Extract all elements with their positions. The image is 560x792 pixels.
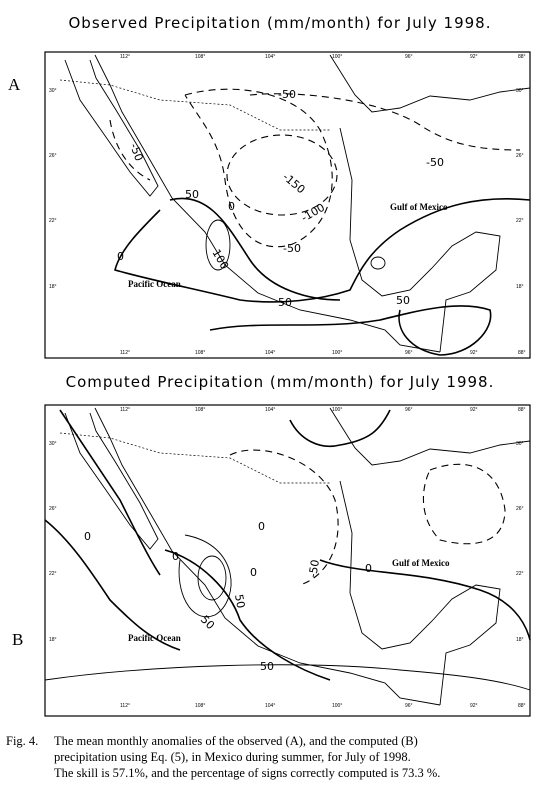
lat-label: 30° — [49, 88, 57, 94]
lat-label: 22° — [516, 218, 524, 224]
contour-label: 50 — [396, 294, 410, 307]
lon-label: 108° — [195, 407, 205, 413]
lon-label: 104° — [265, 54, 275, 60]
lat-label: 22° — [49, 571, 57, 577]
contour-label: -50 — [278, 88, 296, 101]
lat-label: 22° — [49, 218, 57, 224]
contour-label: 0 — [117, 250, 124, 263]
contour-label: 0 — [250, 566, 257, 579]
panel-label: B — [12, 630, 23, 649]
lon-label: 92° — [470, 350, 478, 356]
lon-label: 100° — [332, 350, 342, 356]
lat-label: 18° — [49, 637, 57, 643]
lon-label: 100° — [332, 407, 342, 413]
lon-label: 104° — [265, 703, 275, 709]
lon-label: 112° — [120, 350, 130, 356]
contour-label: 0 — [365, 562, 372, 575]
contour-label: -50 — [283, 242, 301, 255]
contour-label: 0 — [228, 200, 235, 213]
contour-label: 0 — [84, 530, 91, 543]
contour-label: -50 — [127, 142, 145, 163]
caption-line: The skill is 57.1%, and the percentage o… — [54, 766, 440, 780]
contour-label: 50 — [278, 296, 292, 309]
contour-label: -150 — [280, 170, 307, 196]
place-label: Pacific Ocean — [128, 633, 181, 643]
panel-title: Observed Precipitation (mm/month) for Ju… — [69, 14, 492, 32]
lon-label: 108° — [195, 703, 205, 709]
lon-label: 96° — [405, 407, 413, 413]
lon-label: 100° — [332, 54, 342, 60]
lat-label: 26° — [49, 153, 57, 159]
caption-line: precipitation using Eq. (5), in Mexico d… — [54, 750, 411, 764]
lon-label: 92° — [470, 407, 478, 413]
caption-line: The mean monthly anomalies of the observ… — [54, 734, 418, 748]
lon-label: 96° — [405, 54, 413, 60]
contour-label: 50 — [185, 188, 199, 201]
contour-label: 0 — [172, 550, 179, 563]
lat-label: 26° — [516, 506, 524, 512]
lat-label: 18° — [516, 637, 524, 643]
lon-label: 104° — [265, 407, 275, 413]
lat-label: 30° — [49, 441, 57, 447]
lat-label: 22° — [516, 571, 524, 577]
contour-label: -50 — [426, 156, 444, 169]
lat-label: 26° — [49, 506, 57, 512]
caption-label: Fig. 4. — [6, 734, 38, 748]
lon-label: 88° — [518, 703, 526, 709]
contour-label: 0 — [258, 520, 265, 533]
place-label: Gulf of Mexico — [390, 202, 448, 212]
lat-label: 30° — [516, 88, 524, 94]
lon-label: 96° — [405, 703, 413, 709]
map-a — [44, 51, 531, 359]
panel-label: A — [8, 75, 21, 94]
panel-title: Computed Precipitation (mm/month) for Ju… — [66, 373, 495, 391]
contour-label: 50 — [260, 660, 274, 673]
lat-label: 18° — [516, 284, 524, 290]
lon-label: 88° — [518, 407, 526, 413]
lon-label: 92° — [470, 703, 478, 709]
contour-label: -50 — [306, 559, 322, 579]
lon-label: 96° — [405, 350, 413, 356]
lon-label: 108° — [195, 54, 205, 60]
contour-label: 50 — [232, 593, 247, 609]
place-label: Pacific Ocean — [128, 279, 181, 289]
lon-label: 112° — [120, 407, 130, 413]
lon-label: 92° — [470, 54, 478, 60]
lat-label: 26° — [516, 153, 524, 159]
map-b — [44, 404, 531, 717]
lon-label: 88° — [518, 54, 526, 60]
lon-label: 100° — [332, 703, 342, 709]
lat-label: 30° — [516, 441, 524, 447]
lon-label: 88° — [518, 350, 526, 356]
place-label: Gulf of Mexico — [392, 558, 450, 568]
lon-label: 112° — [120, 54, 130, 60]
lat-label: 18° — [49, 284, 57, 290]
contour-label: -100 — [299, 201, 327, 225]
lon-label: 108° — [195, 350, 205, 356]
lon-label: 112° — [120, 703, 130, 709]
lon-label: 104° — [265, 350, 275, 356]
